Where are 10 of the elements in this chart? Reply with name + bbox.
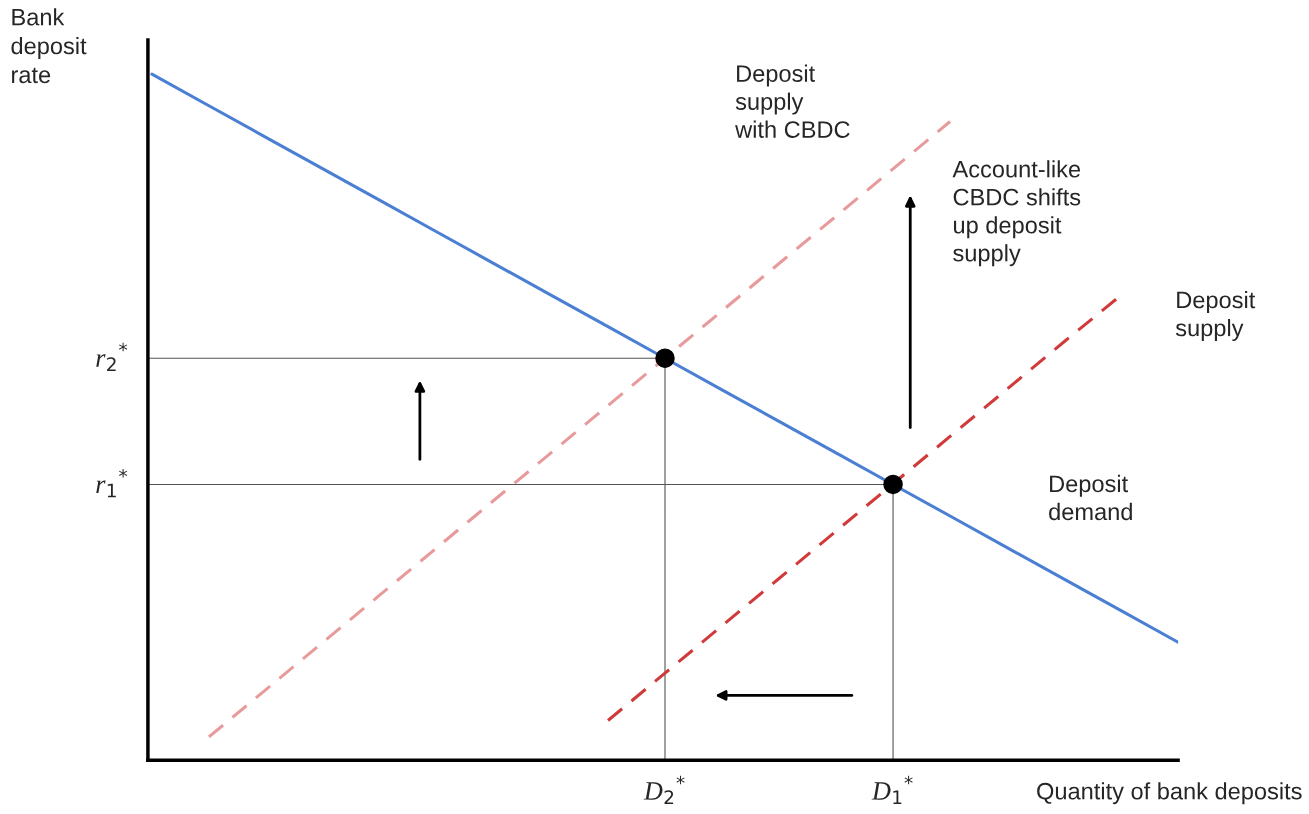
x-tick-label: D$_{2}$$^{*}$ xyxy=(643,775,685,804)
x-axis-title: Quantity of bank deposits xyxy=(1037,782,1302,805)
x-tick-label: D$_{1}$$^{*}$ xyxy=(871,775,913,804)
y-axis-title: Bank deposit rate xyxy=(11,8,87,84)
text: Deposit supply xyxy=(1175,290,1256,341)
series-label: Deposit demand xyxy=(1049,474,1132,521)
text: r$_{1}$$^{*}$ xyxy=(96,469,128,498)
text: Deposit supply with CBDC xyxy=(735,64,850,138)
text: r$_{2}$$^{*}$ xyxy=(96,342,128,371)
annotation: Account-like CBDC shifts up deposit supply xyxy=(952,160,1081,267)
